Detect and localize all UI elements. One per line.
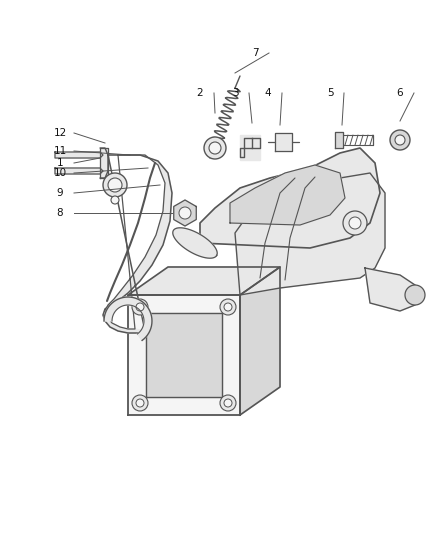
Polygon shape <box>128 267 280 295</box>
Text: 7: 7 <box>252 48 258 58</box>
Text: 11: 11 <box>53 146 67 156</box>
Text: 5: 5 <box>327 88 333 98</box>
Text: 8: 8 <box>57 208 64 218</box>
Circle shape <box>224 399 232 407</box>
Circle shape <box>220 395 236 411</box>
Polygon shape <box>200 148 380 248</box>
Polygon shape <box>100 148 108 178</box>
Text: 3: 3 <box>232 88 238 98</box>
Circle shape <box>132 299 148 315</box>
Text: 9: 9 <box>57 188 64 198</box>
Circle shape <box>224 303 232 311</box>
Circle shape <box>136 303 144 311</box>
Polygon shape <box>240 135 260 160</box>
Circle shape <box>204 137 226 159</box>
Circle shape <box>349 217 361 229</box>
Circle shape <box>343 211 367 235</box>
Circle shape <box>220 299 236 315</box>
Circle shape <box>209 142 221 154</box>
Circle shape <box>103 173 127 197</box>
Polygon shape <box>365 268 418 311</box>
Polygon shape <box>275 133 292 151</box>
Polygon shape <box>240 267 280 415</box>
Circle shape <box>390 130 410 150</box>
Polygon shape <box>55 168 103 174</box>
Circle shape <box>136 399 144 407</box>
Circle shape <box>111 196 119 204</box>
Polygon shape <box>174 200 196 226</box>
Circle shape <box>405 285 425 305</box>
Polygon shape <box>128 295 240 415</box>
Polygon shape <box>104 297 152 341</box>
Polygon shape <box>173 228 217 258</box>
Circle shape <box>132 395 148 411</box>
Polygon shape <box>235 173 385 295</box>
Text: 10: 10 <box>53 168 67 178</box>
Circle shape <box>108 178 122 192</box>
Circle shape <box>395 135 405 145</box>
Circle shape <box>179 207 191 219</box>
Text: 1: 1 <box>57 158 64 168</box>
Text: 12: 12 <box>53 128 67 138</box>
Text: 6: 6 <box>397 88 403 98</box>
Text: 4: 4 <box>265 88 271 98</box>
Polygon shape <box>230 165 345 225</box>
Polygon shape <box>146 313 222 397</box>
Text: 2: 2 <box>197 88 203 98</box>
Polygon shape <box>103 155 172 333</box>
Polygon shape <box>55 152 103 158</box>
Polygon shape <box>335 132 343 148</box>
